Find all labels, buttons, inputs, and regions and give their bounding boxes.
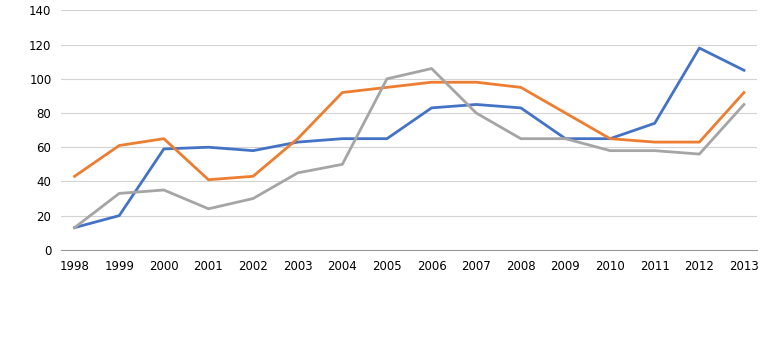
- Auckland: [605, 137, 614, 141]
- Auckland: [561, 137, 570, 141]
- Auckland: [427, 106, 436, 110]
- Bay of Plenty/Lakes: [249, 174, 258, 178]
- Bay of Plenty/Lakes: [70, 174, 79, 178]
- Line: Bay of Plenty/Lakes: Bay of Plenty/Lakes: [74, 82, 744, 180]
- Bay of Plenty/Lakes: [695, 140, 704, 144]
- Auckland: [471, 102, 480, 107]
- Waikato: [516, 137, 526, 141]
- Bay of Plenty/Lakes: [605, 137, 614, 141]
- Auckland: [159, 147, 168, 151]
- Waikato: [159, 188, 168, 192]
- Auckland: [650, 121, 659, 125]
- Waikato: [650, 149, 659, 153]
- Bay of Plenty/Lakes: [159, 137, 168, 141]
- Bay of Plenty/Lakes: [427, 80, 436, 84]
- Auckland: [739, 68, 748, 73]
- Waikato: [203, 207, 213, 211]
- Waikato: [739, 102, 748, 107]
- Bay of Plenty/Lakes: [650, 140, 659, 144]
- Waikato: [115, 191, 124, 195]
- Bay of Plenty/Lakes: [115, 143, 124, 147]
- Auckland: [293, 140, 302, 144]
- Auckland: [203, 145, 213, 149]
- Bay of Plenty/Lakes: [471, 80, 480, 84]
- Bay of Plenty/Lakes: [337, 91, 347, 95]
- Line: Waikato: Waikato: [74, 69, 744, 228]
- Bay of Plenty/Lakes: [382, 85, 392, 90]
- Bay of Plenty/Lakes: [203, 178, 213, 182]
- Bay of Plenty/Lakes: [561, 111, 570, 115]
- Auckland: [516, 106, 526, 110]
- Waikato: [471, 111, 480, 115]
- Waikato: [337, 162, 347, 167]
- Waikato: [293, 171, 302, 175]
- Auckland: [249, 149, 258, 153]
- Bay of Plenty/Lakes: [293, 137, 302, 141]
- Waikato: [427, 67, 436, 71]
- Auckland: [382, 137, 392, 141]
- Waikato: [249, 196, 258, 201]
- Auckland: [115, 213, 124, 218]
- Waikato: [695, 152, 704, 156]
- Auckland: [695, 46, 704, 50]
- Auckland: [337, 137, 347, 141]
- Bay of Plenty/Lakes: [739, 91, 748, 95]
- Waikato: [70, 226, 79, 230]
- Waikato: [382, 77, 392, 81]
- Line: Auckland: Auckland: [74, 48, 744, 228]
- Auckland: [70, 226, 79, 230]
- Bay of Plenty/Lakes: [516, 85, 526, 90]
- Waikato: [605, 149, 614, 153]
- Waikato: [561, 137, 570, 141]
